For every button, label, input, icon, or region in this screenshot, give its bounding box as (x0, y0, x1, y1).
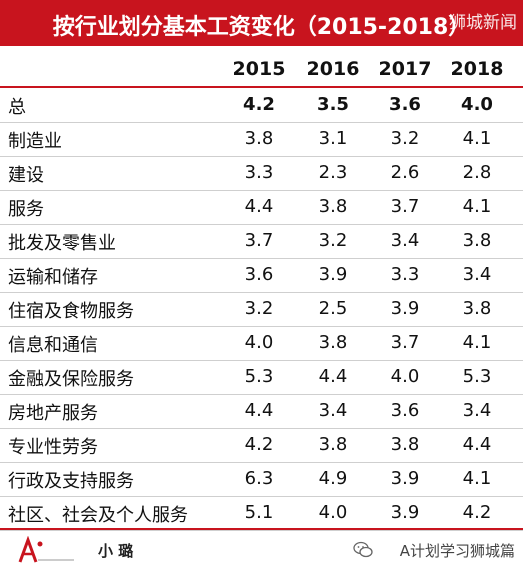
table-row: 服务 4.4 3.8 3.7 4.1 (0, 190, 523, 225)
table-row: 总 4.2 3.5 3.6 4.0 (0, 88, 523, 123)
table-row: 建设 3.3 2.3 2.6 2.8 (0, 156, 523, 191)
wage-change-value: 3.7 (390, 196, 420, 217)
wage-change-value: 3.3 (244, 162, 274, 183)
wage-change-value: 4.9 (318, 468, 348, 489)
wage-change-value: 4.4 (318, 366, 348, 387)
table-row: 金融及保险服务 5.3 4.4 4.0 5.3 (0, 360, 523, 395)
table-row: 信息和通信 4.0 3.8 3.7 4.1 (0, 326, 523, 361)
wage-change-value: 3.2 (390, 128, 420, 149)
wage-change-value: 4.4 (462, 434, 492, 455)
table-row: 社区、社会及个人服务 5.1 4.0 3.9 4.2 (0, 496, 523, 531)
wage-change-value: 5.3 (462, 366, 492, 387)
footer-author: 小 璐 (98, 542, 134, 560)
wage-change-value: 3.6 (390, 400, 420, 421)
year-header: 2016 (306, 58, 360, 80)
wage-change-value: 3.8 (244, 128, 274, 149)
wage-change-value: 3.7 (244, 230, 274, 251)
table-title: 按行业划分基本工资变化（2015-2018） (52, 15, 471, 40)
industry-label: 批发及零售业 (8, 233, 116, 254)
wage-change-value: 4.1 (462, 468, 492, 489)
industry-label: 制造业 (8, 131, 62, 152)
wage-change-value: 3.8 (462, 298, 492, 319)
wage-change-value: 3.2 (318, 230, 348, 251)
industry-label: 运输和储存 (8, 267, 98, 288)
year-header: 2018 (450, 58, 504, 80)
wage-change-value: 3.8 (318, 434, 348, 455)
wage-change-value: 3.8 (318, 196, 348, 217)
wage-change-value: 3.2 (244, 298, 274, 319)
footer-source: A计划学习狮城篇 (399, 542, 515, 560)
industry-label: 总 (8, 97, 26, 118)
table-row: 制造业 3.8 3.1 3.2 4.1 (0, 122, 523, 157)
table-row: 运输和储存 3.6 3.9 3.3 3.4 (0, 258, 523, 293)
industry-label: 金融及保险服务 (8, 369, 134, 390)
wage-change-value: 4.0 (390, 366, 420, 387)
wage-change-value: 3.6 (244, 264, 274, 285)
wage-change-value: 3.7 (390, 332, 420, 353)
wage-change-value: 3.8 (390, 434, 420, 455)
industry-label: 建设 (8, 165, 44, 186)
wage-change-value: 4.0 (244, 332, 274, 353)
wage-change-value: 3.1 (318, 128, 348, 149)
table-row: 批发及零售业 3.7 3.2 3.4 3.8 (0, 224, 523, 259)
year-header-row: 2015 2016 2017 2018 (0, 52, 523, 88)
wage-change-value: 3.8 (318, 332, 348, 353)
industry-label: 房地产服务 (8, 403, 98, 424)
table-row: 住宿及食物服务 3.2 2.5 3.9 3.8 (0, 292, 523, 327)
wage-change-value: 3.5 (317, 94, 349, 115)
wage-change-value: 4.2 (244, 434, 274, 455)
bottom-divider (0, 528, 523, 530)
table-row: 专业性劳务 4.2 3.8 3.8 4.4 (0, 428, 523, 463)
title-bar: 按行业划分基本工资变化（2015-2018） 狮城新闻 (0, 0, 523, 46)
watermark-top: 狮城新闻 (449, 13, 517, 33)
wechat-icon (353, 541, 373, 558)
wage-change-value: 4.4 (244, 400, 274, 421)
wage-change-value: 2.3 (318, 162, 348, 183)
wage-change-value: 3.9 (390, 298, 420, 319)
wage-change-value: 3.6 (389, 94, 421, 115)
wage-change-value: 4.2 (243, 94, 275, 115)
wage-change-value: 3.4 (390, 230, 420, 251)
wage-change-value: 3.4 (462, 400, 492, 421)
wage-change-value: 2.8 (462, 162, 492, 183)
wage-change-value: 2.6 (390, 162, 420, 183)
wage-change-value: 3.9 (390, 468, 420, 489)
industry-label: 服务 (8, 199, 44, 220)
wage-change-value: 4.4 (244, 196, 274, 217)
year-header: 2017 (378, 58, 432, 80)
a-plan-logo-icon (18, 536, 74, 563)
wage-change-value: 4.0 (318, 502, 348, 523)
year-header: 2015 (232, 58, 286, 80)
wage-change-value: 4.1 (462, 196, 492, 217)
wage-change-value: 4.1 (462, 128, 492, 149)
wage-change-value: 2.5 (318, 298, 348, 319)
wage-change-value: 3.4 (318, 400, 348, 421)
wage-change-value: 6.3 (244, 468, 274, 489)
wage-change-value: 3.3 (390, 264, 420, 285)
wage-change-value: 3.9 (318, 264, 348, 285)
wage-change-value: 4.1 (462, 332, 492, 353)
industry-label: 行政及支持服务 (8, 471, 134, 492)
industry-label: 专业性劳务 (8, 437, 98, 458)
table-row: 行政及支持服务 6.3 4.9 3.9 4.1 (0, 462, 523, 497)
wage-change-value: 3.9 (390, 502, 420, 523)
wage-change-value: 3.8 (462, 230, 492, 251)
wage-change-value: 4.0 (461, 94, 493, 115)
table-row: 房地产服务 4.4 3.4 3.6 3.4 (0, 394, 523, 429)
wage-change-value: 4.2 (462, 502, 492, 523)
industry-label: 住宿及食物服务 (8, 301, 134, 322)
wage-change-value: 5.1 (244, 502, 274, 523)
wage-change-value: 3.4 (462, 264, 492, 285)
industry-label: 信息和通信 (8, 335, 98, 356)
wage-change-value: 5.3 (244, 366, 274, 387)
industry-label: 社区、社会及个人服务 (8, 505, 188, 526)
